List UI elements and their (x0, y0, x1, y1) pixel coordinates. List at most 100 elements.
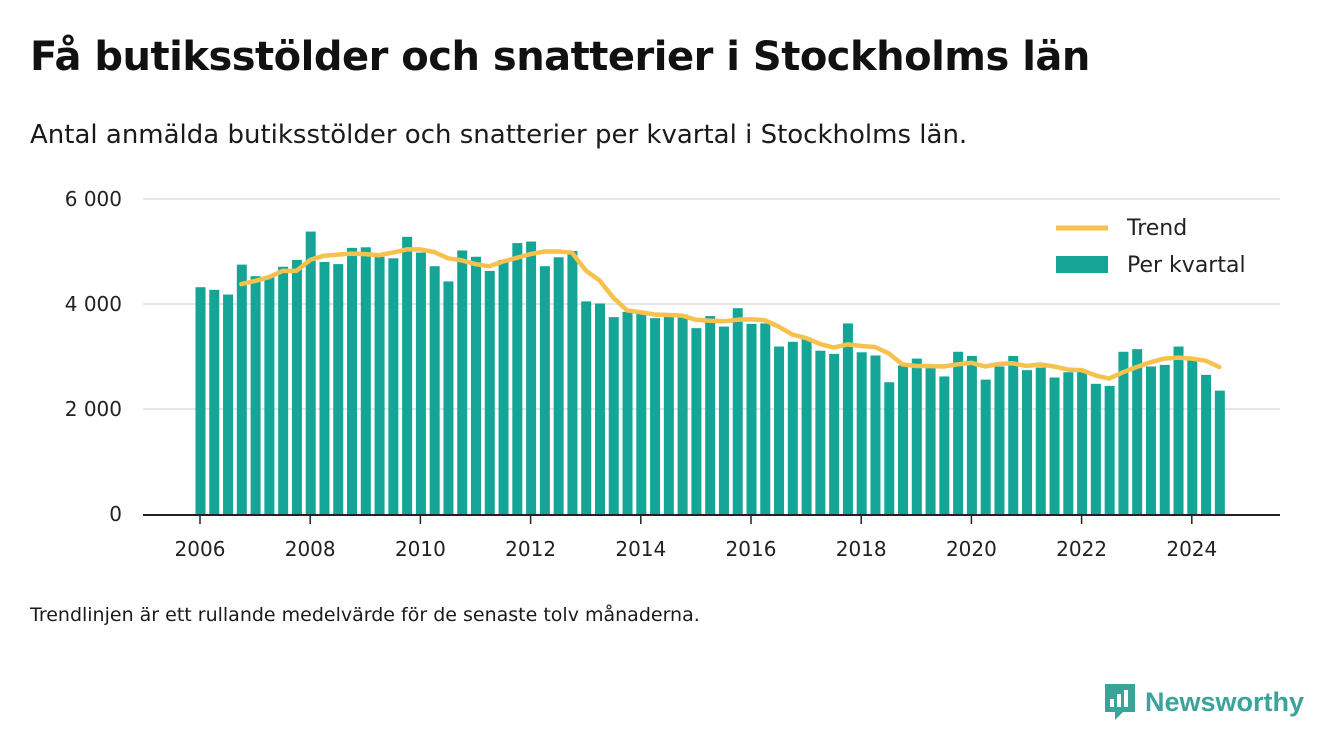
chart-title: Få butiksstölder och snatterier i Stockh… (30, 34, 1090, 80)
bar (650, 318, 661, 514)
bar (236, 264, 247, 514)
bar (429, 266, 440, 514)
bar (360, 247, 371, 515)
bar (457, 250, 468, 514)
x-tick-label: 2008 (285, 537, 336, 561)
bar (512, 243, 523, 514)
bar (374, 256, 385, 514)
newsworthy-logo[interactable]: Newsworthy (1103, 682, 1304, 722)
bar (305, 231, 316, 515)
bar (264, 276, 275, 514)
bar (1022, 370, 1032, 514)
bar (1145, 366, 1156, 514)
bar (774, 346, 785, 514)
bar (815, 350, 826, 514)
bar (718, 326, 729, 514)
x-tick-label: 2016 (726, 537, 777, 561)
bar (966, 355, 977, 514)
bar-series (195, 231, 1225, 515)
bar-line-chart: 0 2 000 4 000 6 000 2006 2008 2010 2012 2014 2016… (65, 187, 1280, 561)
bar (1049, 377, 1060, 514)
y-tick-label: 2 000 (65, 397, 122, 421)
bar (829, 353, 840, 514)
bar (291, 259, 302, 514)
footnote: Trendlinjen är ett rullande medelvärde f… (30, 604, 700, 626)
bar (581, 301, 592, 514)
legend-bar-label: Per kvartal (1127, 253, 1246, 278)
bar (677, 314, 688, 514)
y-tick-label: 0 (109, 502, 122, 526)
bar (1077, 371, 1088, 514)
x-tick-label: 2012 (505, 537, 556, 561)
bar (801, 338, 812, 514)
bar (787, 341, 798, 514)
bar (567, 250, 578, 514)
bar (1159, 364, 1170, 514)
bar (347, 247, 358, 514)
bar (484, 270, 495, 514)
bar (608, 317, 619, 514)
bar (539, 266, 550, 514)
bar (319, 262, 330, 514)
x-tick-label: 2006 (175, 537, 226, 561)
newsworthy-logo-icon (1105, 684, 1135, 720)
y-tick-label: 4 000 (65, 292, 122, 316)
bar (1090, 383, 1101, 514)
bar (994, 366, 1005, 514)
bar (250, 276, 261, 514)
bar (663, 316, 674, 514)
bar (898, 365, 909, 514)
bar (1187, 360, 1198, 514)
bar (594, 303, 605, 514)
x-tick-label: 2010 (395, 537, 446, 561)
x-tick-label: 2018 (836, 537, 887, 561)
bar (636, 311, 647, 514)
chart-subtitle: Antal anmälda butiksstölder och snatteri… (30, 120, 968, 150)
bar (443, 281, 454, 514)
bar (209, 289, 220, 514)
bar (746, 323, 757, 514)
bar (691, 328, 702, 514)
y-tick-label: 6 000 (65, 187, 122, 211)
bar (856, 352, 867, 514)
x-tick-label: 2020 (946, 537, 997, 561)
bar (622, 311, 633, 514)
trend-line (239, 247, 1222, 381)
bar (1063, 372, 1074, 514)
bar (870, 355, 881, 514)
bar (278, 266, 289, 514)
bar (388, 258, 399, 514)
bar (1118, 351, 1129, 514)
bar (953, 351, 964, 514)
axes: 0 2 000 4 000 6 000 2006 2008 2010 2012 2014 2016… (65, 187, 1280, 561)
bar (498, 259, 509, 514)
bar (402, 236, 413, 515)
x-tick-label: 2024 (1166, 537, 1217, 561)
bar (415, 252, 426, 515)
bar (553, 257, 564, 514)
bar (1173, 346, 1184, 514)
bar (911, 358, 922, 514)
trend-series (239, 247, 1222, 381)
bar (1104, 385, 1115, 514)
bar (1214, 390, 1225, 514)
bar (925, 368, 936, 514)
x-tick-label: 2022 (1056, 537, 1107, 561)
bar (1035, 367, 1046, 514)
bar (1132, 349, 1143, 514)
x-tick-label: 2014 (615, 537, 666, 561)
legend-trend-label: Trend (1126, 216, 1187, 241)
bar (471, 256, 481, 514)
legend-bar-swatch (1056, 256, 1108, 273)
bar (526, 241, 537, 514)
bar (939, 376, 950, 514)
bar (980, 379, 991, 514)
bar (705, 316, 716, 514)
bar (195, 287, 206, 514)
bar (1201, 374, 1212, 514)
bar (1008, 355, 1019, 514)
legend: Trend Per kvartal (1056, 216, 1246, 278)
logo-text: Newsworthy (1145, 686, 1305, 717)
bar (333, 264, 344, 514)
bar (223, 294, 234, 514)
